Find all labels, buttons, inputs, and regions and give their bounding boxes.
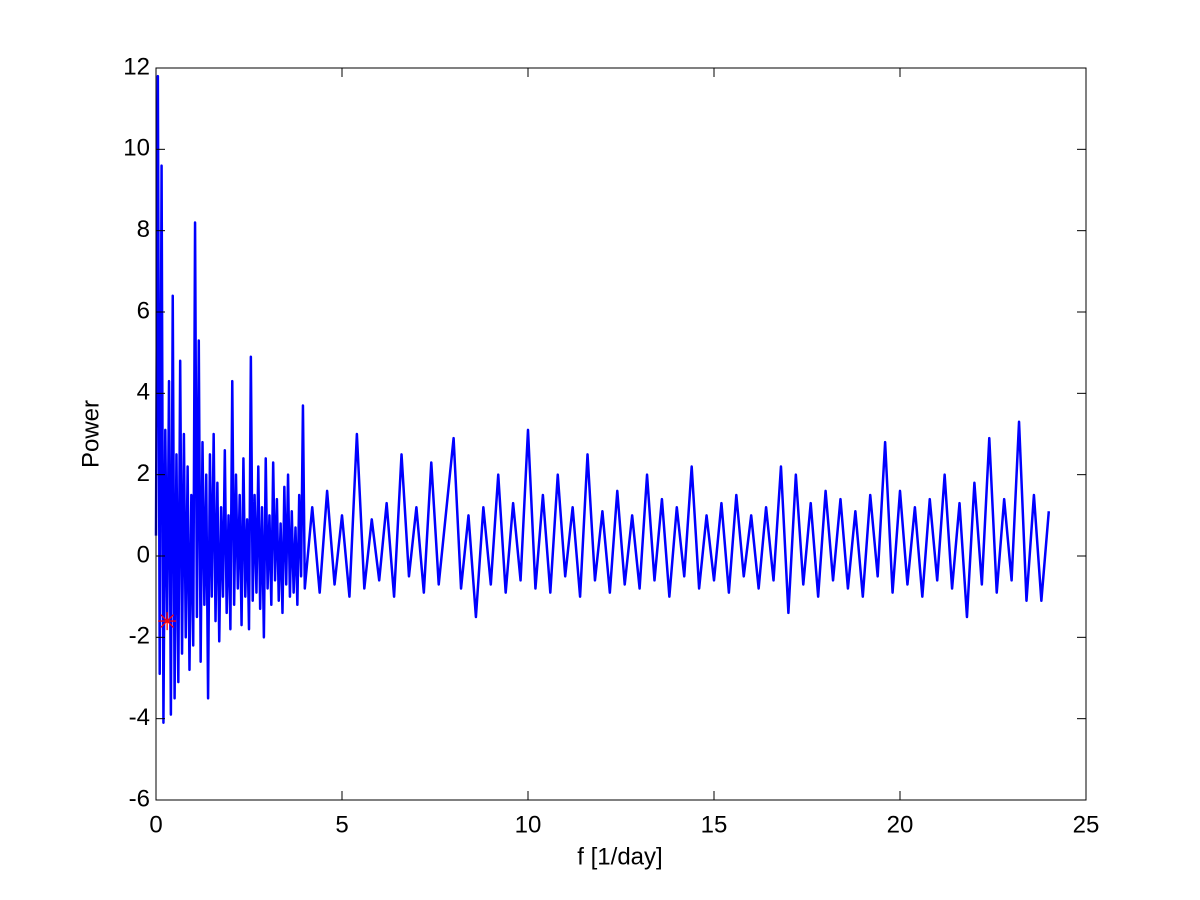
x-tick-label: 25 <box>1073 811 1100 838</box>
y-tick-label: 0 <box>137 541 150 568</box>
y-tick-label: -4 <box>129 704 150 731</box>
y-tick-label: 8 <box>137 216 150 243</box>
y-tick-label: 2 <box>137 460 150 487</box>
y-tick-label: 10 <box>123 135 150 162</box>
y-tick-label: 12 <box>123 53 150 80</box>
star-marker <box>158 612 177 631</box>
y-tick-label: 4 <box>137 379 150 406</box>
plot-frame <box>155 67 1087 801</box>
y-tick-label: -2 <box>129 623 150 650</box>
x-tick-label: 5 <box>335 811 348 838</box>
y-axis-label: Power <box>77 400 104 468</box>
data-line <box>154 74 1051 724</box>
x-tick-label: 10 <box>515 811 542 838</box>
y-tick-label: 6 <box>137 297 150 324</box>
x-axis-label: f [1/day] <box>577 843 662 870</box>
x-tick-label: 20 <box>887 811 914 838</box>
y-tick-label: -6 <box>129 785 150 812</box>
x-tick-label: 0 <box>149 811 162 838</box>
x-tick-label: 15 <box>701 811 728 838</box>
